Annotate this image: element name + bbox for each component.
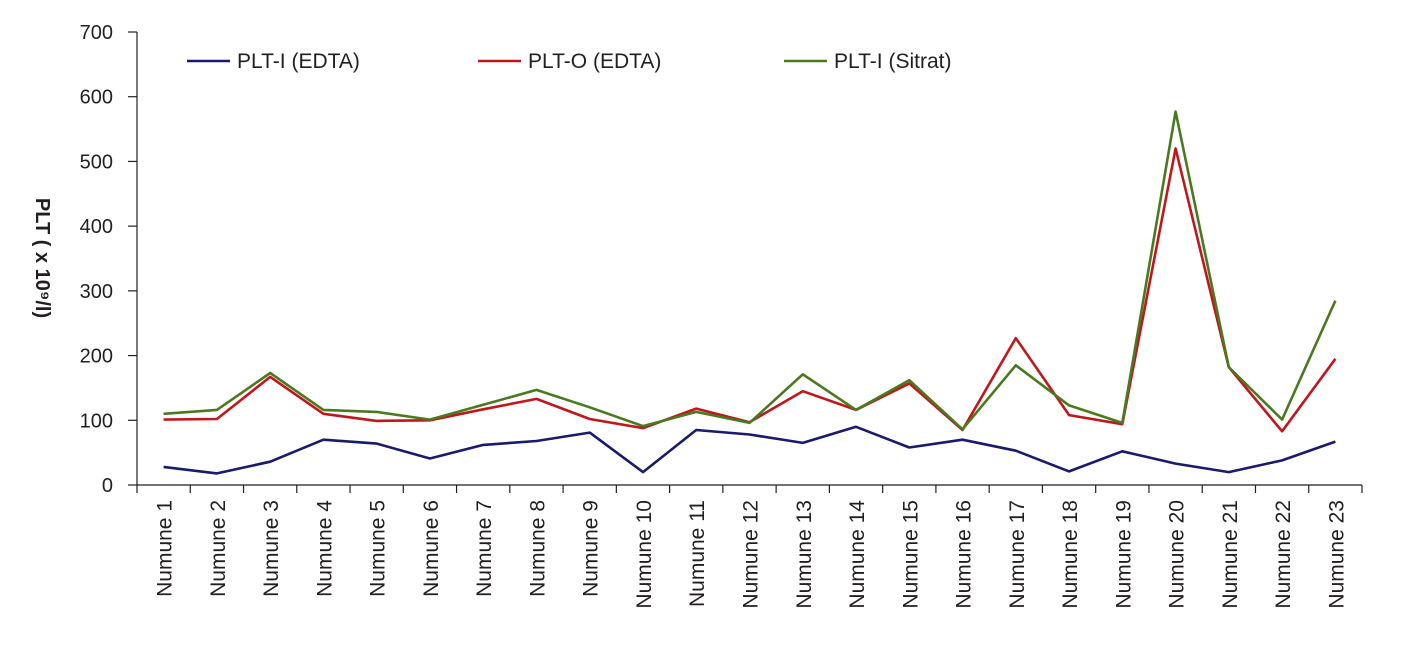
x-tick-label: Numune 13: [793, 500, 816, 609]
y-tick-label: 100: [80, 410, 113, 432]
y-tick-label: 600: [80, 87, 113, 109]
series-line: [163, 425, 1336, 475]
x-tick-label: Numune 12: [740, 500, 763, 609]
y-tick-label: 200: [80, 346, 113, 368]
x-tick-label: Numune 14: [846, 500, 869, 609]
x-axis: Numune 1 Numune 2 Numune 3 Numune 4 Numune 5…: [136, 484, 1363, 609]
y-tick-label: 0: [102, 475, 113, 497]
legend-label: PLT-O (EDTA): [528, 50, 661, 73]
x-tick-label: Numune 19: [1112, 500, 1135, 609]
x-tick-label: Numune 7: [473, 500, 496, 597]
y-axis-title: PLT ( x 10⁹/l): [31, 198, 53, 318]
x-tick-label: Numune 15: [899, 500, 922, 609]
series-line: [163, 110, 1337, 431]
x-tick-label: Numune 8: [526, 500, 549, 597]
legend-label: PLT-I (EDTA): [237, 50, 360, 73]
x-tick-label: Numune 9: [580, 500, 603, 597]
x-tick-label: Numune 17: [1006, 500, 1029, 609]
x-tick-label: Numune 1: [154, 500, 177, 597]
y-tick-label: 300: [80, 281, 113, 303]
series-line: [163, 147, 1337, 433]
series-layer: [163, 110, 1337, 475]
x-tick-label: Numune 6: [420, 500, 443, 597]
x-tick-label: Numune 4: [313, 500, 336, 597]
legend-label: PLT-I (Sitrat): [834, 50, 951, 73]
x-tick-label: Numune 18: [1059, 500, 1082, 609]
x-tick-label: Numune 20: [1166, 500, 1189, 609]
x-tick-label: Numune 3: [260, 500, 283, 597]
x-tick-label: Numune 16: [953, 500, 976, 609]
x-tick-label: Numune 10: [633, 500, 656, 609]
x-tick-label: Numune 5: [367, 500, 390, 597]
x-tick-label: Numune 23: [1325, 500, 1348, 609]
y-tick-label: 700: [80, 22, 113, 44]
x-tick-label: Numune 11: [686, 500, 709, 607]
x-tick-label: Numune 2: [207, 500, 230, 597]
legend: PLT-I (EDTA) PLT-O (EDTA) PLT-I (Sitrat): [187, 50, 951, 73]
y-axis: 0 100 200 300 400 500 600 700: [80, 22, 138, 497]
x-tick-label: Numune 21: [1219, 500, 1242, 609]
y-tick-label: 400: [80, 216, 113, 238]
x-tick-label: Numune 22: [1272, 500, 1295, 609]
y-tick-label: 500: [80, 151, 113, 173]
